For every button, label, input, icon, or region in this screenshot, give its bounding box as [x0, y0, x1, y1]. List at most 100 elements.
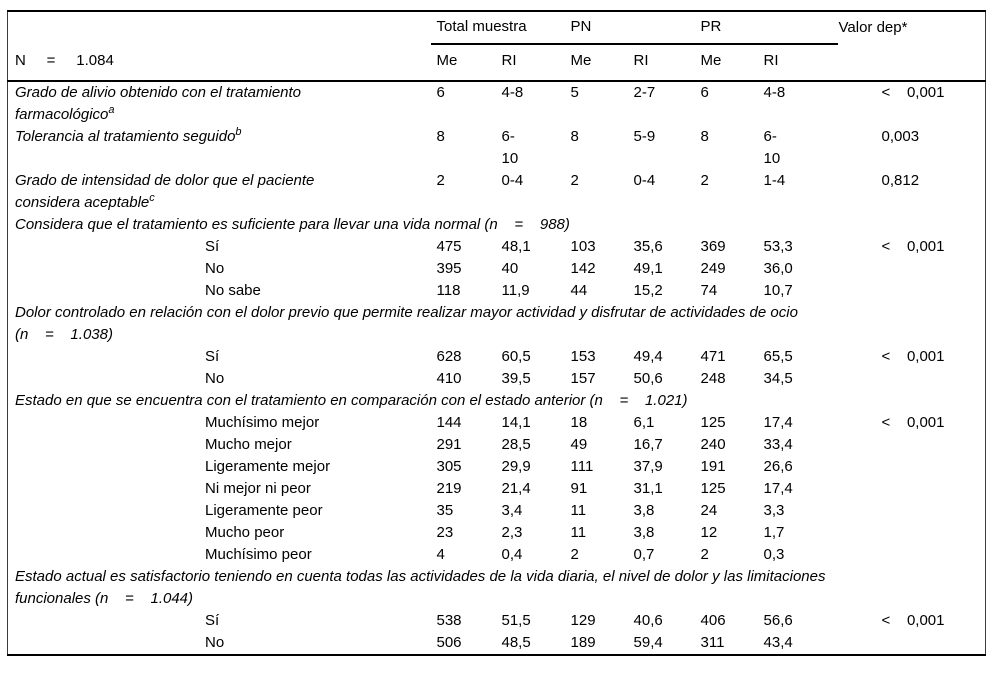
- col-header-ri-total: RI: [495, 44, 565, 82]
- col-group-valor-dep: Valor dep*: [838, 19, 908, 36]
- p-value: < 0,001: [881, 348, 945, 365]
- cell-value: 2: [436, 172, 445, 189]
- row-label: Sí: [205, 612, 220, 629]
- col-group-pr: PR: [694, 11, 838, 45]
- p-value: [838, 632, 986, 655]
- cell-value: 8: [436, 128, 445, 145]
- row-label: Sí: [205, 348, 220, 365]
- table-row: Grado de intensidad de dolor que el paci…: [8, 170, 986, 214]
- cell-value: 111: [570, 458, 594, 475]
- row-label: Muchísimo peor: [205, 546, 312, 563]
- cell-value: 2: [700, 546, 709, 563]
- cell-value: 406: [700, 612, 726, 629]
- cell-value: 219: [436, 480, 462, 497]
- cell-value: 311: [700, 634, 725, 651]
- cell-value: 369: [700, 238, 726, 255]
- cell-value: 240: [700, 436, 726, 453]
- cell-value: 11,9: [501, 282, 530, 299]
- cell-value: 129: [570, 612, 596, 629]
- cell-value: 5-9: [633, 128, 656, 145]
- cell-value: 11: [570, 502, 587, 519]
- cell-value: 142: [570, 260, 596, 277]
- row-label: No: [205, 634, 225, 651]
- table-row: Ni mejor ni peor 219 21,4 91 31,1 125 17,4: [8, 478, 986, 500]
- table-row: Sí 475 48,1 103 35,6 369 53,3 < 0,001: [8, 236, 986, 258]
- cell-value: 0-4: [633, 172, 656, 189]
- cell-value: 191: [700, 458, 726, 475]
- section-label: Considera que el tratamiento es suficien…: [15, 216, 570, 233]
- p-value: < 0,001: [881, 612, 945, 629]
- col-header-ri-pr: RI: [757, 44, 838, 82]
- cell-value: 40,6: [633, 612, 663, 629]
- table-row: Estado actual es satisfactorio teniendo …: [8, 566, 986, 610]
- cell-value: 144: [436, 414, 462, 431]
- row-label: Grado de intensidad de dolor que el paci…: [15, 172, 315, 211]
- cell-value: 125: [700, 414, 726, 431]
- p-value: [838, 500, 986, 522]
- col-header-me-pr: Me: [694, 44, 758, 82]
- cell-value: 4: [436, 546, 445, 563]
- cell-value: 6,1: [633, 414, 655, 431]
- cell-value: 103: [570, 238, 596, 255]
- col-header-ri-pn: RI: [627, 44, 695, 82]
- table-row: No sabe 118 11,9 44 15,2 74 10,7: [8, 280, 986, 302]
- cell-value: 4-8: [501, 84, 524, 101]
- cell-value: 538: [436, 612, 462, 629]
- cell-value: 2: [700, 172, 709, 189]
- p-value: [838, 522, 986, 544]
- cell-value: 26,6: [763, 458, 793, 475]
- cell-value: 305: [436, 458, 462, 475]
- cell-value: 14,1: [501, 414, 531, 431]
- cell-value: 60,5: [501, 348, 531, 365]
- cell-value: 3,3: [763, 502, 785, 519]
- p-value: [838, 434, 986, 456]
- cell-value: 34,5: [763, 370, 793, 387]
- cell-value: 48,5: [501, 634, 531, 651]
- cell-value: 40: [501, 260, 519, 277]
- cell-value: 91: [570, 480, 588, 497]
- cell-value: 15,2: [633, 282, 663, 299]
- cell-value: 248: [700, 370, 726, 387]
- cell-value: 49,4: [633, 348, 663, 365]
- cell-value: 3,8: [633, 502, 655, 519]
- n-total-label: N = 1.084: [7, 44, 431, 82]
- cell-value: 506: [436, 634, 462, 651]
- row-label: Mucho mejor: [205, 436, 292, 453]
- p-value: [838, 280, 986, 302]
- cell-value: 51,5: [501, 612, 531, 629]
- col-header-me-pn: Me: [564, 44, 628, 82]
- cell-value: 39,5: [501, 370, 531, 387]
- row-label: Grado de alivio obtenido con el tratamie…: [15, 84, 302, 123]
- cell-value: 118: [436, 282, 461, 299]
- cell-value: 0-4: [501, 172, 524, 189]
- cell-value: 3,8: [633, 524, 655, 541]
- cell-value: 35: [436, 502, 454, 519]
- cell-value: 53,3: [763, 238, 793, 255]
- cell-value: 157: [570, 370, 596, 387]
- cell-value: 8: [570, 128, 579, 145]
- cell-value: 65,5: [763, 348, 793, 365]
- p-value: 0,003: [881, 128, 920, 145]
- cell-value: 1,7: [763, 524, 785, 541]
- p-value: [838, 368, 986, 390]
- cell-value: 59,4: [633, 634, 663, 651]
- cell-value: 395: [436, 260, 462, 277]
- cell-value: 5: [570, 84, 579, 101]
- table-row: Grado de alivio obtenido con el tratamie…: [8, 81, 986, 126]
- row-label: No sabe: [205, 282, 261, 299]
- footnote-marker: c: [149, 192, 155, 204]
- cell-value: 31,1: [633, 480, 663, 497]
- row-label: Ligeramente peor: [205, 502, 323, 519]
- cell-value: 4-8: [763, 84, 786, 101]
- cell-value: 2-7: [633, 84, 656, 101]
- table-row: Ligeramente peor 35 3,4 11 3,8 24 3,3: [8, 500, 986, 522]
- p-value: 0,812: [881, 172, 920, 189]
- cell-value: 29,9: [501, 458, 531, 475]
- cell-value: 3,4: [501, 502, 523, 519]
- table-row: Considera que el tratamiento es suficien…: [8, 214, 986, 236]
- cell-value: 48,1: [501, 238, 531, 255]
- empty-corner-cell: [8, 11, 431, 44]
- cell-value: 1-4: [763, 172, 786, 189]
- col-group-pn: PN: [564, 11, 695, 45]
